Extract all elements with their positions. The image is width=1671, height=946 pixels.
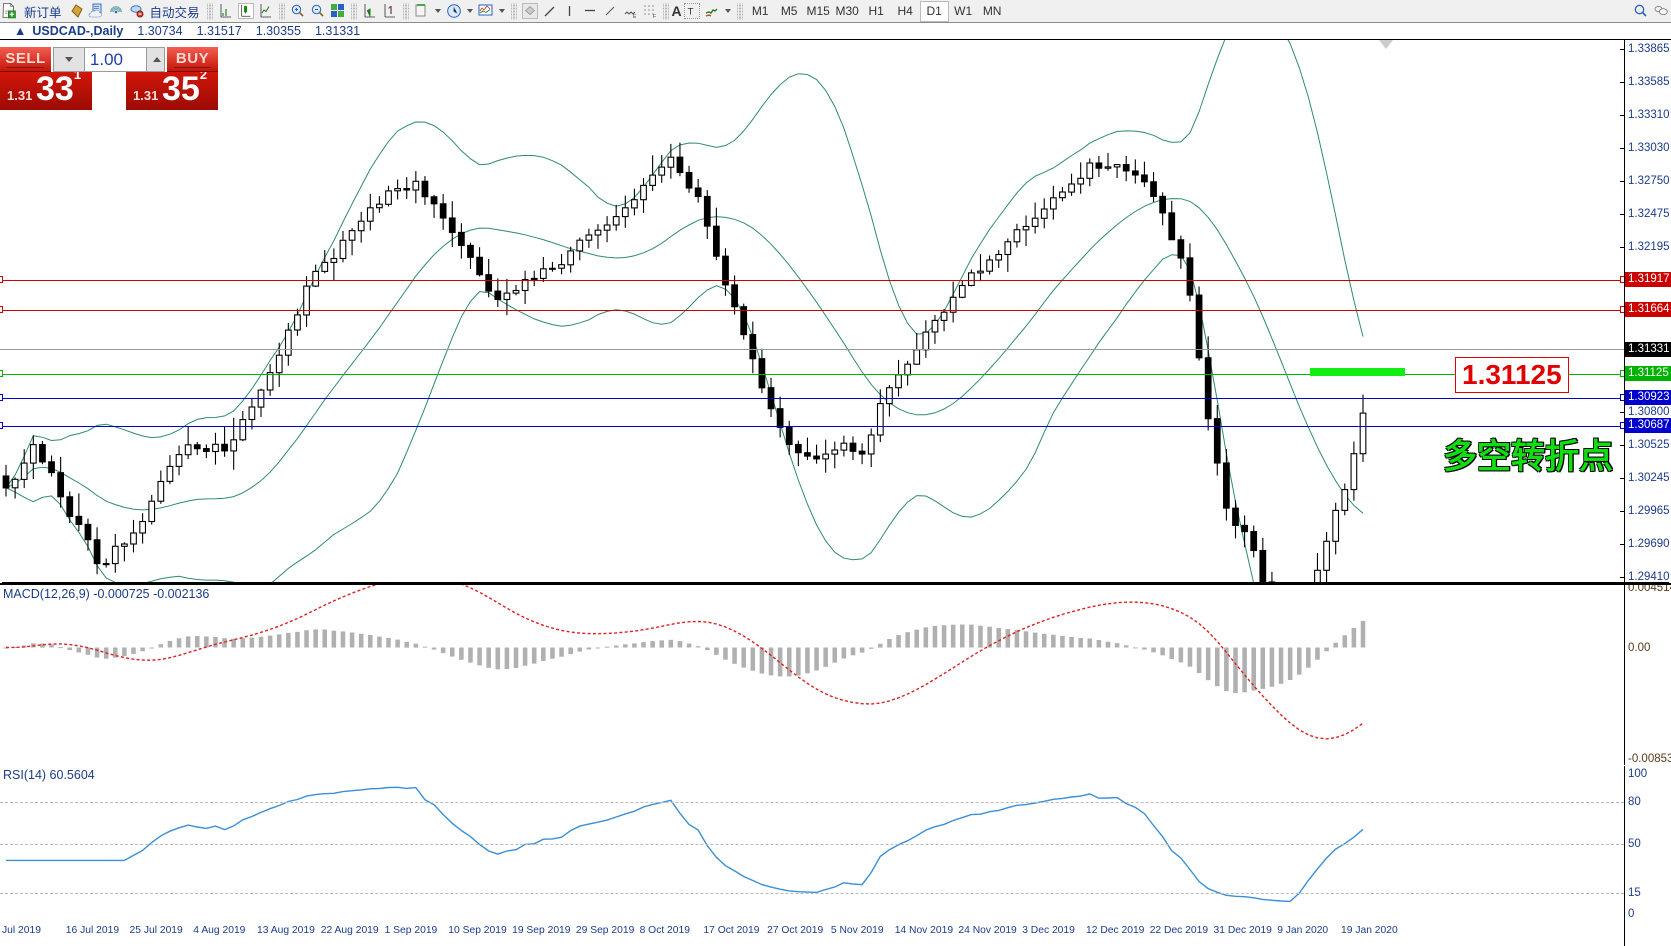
svg-text:F: F <box>653 14 656 19</box>
svg-text:T: T <box>687 7 693 18</box>
svg-text:E: E <box>633 14 637 19</box>
